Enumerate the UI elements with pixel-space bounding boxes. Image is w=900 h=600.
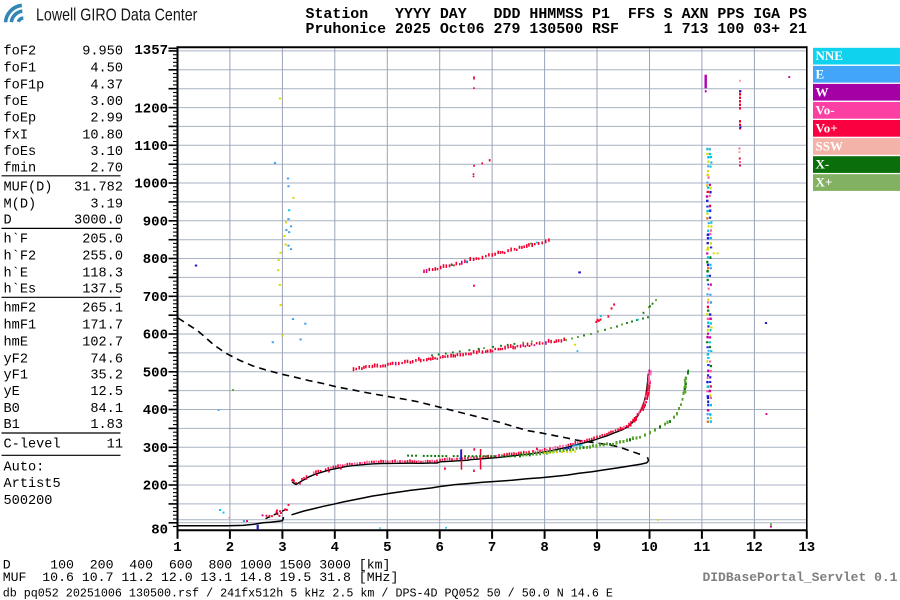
svg-text:84.1: 84.1 (90, 402, 123, 417)
svg-text:13: 13 (798, 540, 815, 556)
svg-text:255.0: 255.0 (82, 250, 123, 265)
svg-text:7: 7 (488, 540, 496, 556)
svg-text:Vo+: Vo+ (816, 120, 838, 135)
svg-text:2: 2 (226, 540, 234, 556)
svg-text:foF1p: foF1p (4, 79, 45, 94)
svg-text:fxI: fxI (4, 128, 28, 143)
svg-text:hmE: hmE (4, 335, 28, 350)
svg-text:900: 900 (143, 215, 168, 231)
svg-text:9.950: 9.950 (82, 45, 123, 60)
svg-text:SSW: SSW (816, 139, 843, 154)
svg-text:1100: 1100 (134, 139, 168, 155)
svg-text:Auto:: Auto: (4, 460, 45, 475)
svg-text:11: 11 (107, 437, 123, 452)
svg-text:Lowell GIRO Data Center: Lowell GIRO Data Center (36, 5, 198, 25)
svg-text:8: 8 (540, 540, 548, 556)
svg-text:D 100 200 400 600 800: D 100 200 400 600 800 1000 1500 3000 [km… (3, 558, 391, 573)
svg-text:yF1: yF1 (4, 368, 28, 383)
svg-text:h`Es: h`Es (4, 283, 37, 298)
svg-text:h`F: h`F (4, 233, 28, 248)
svg-text:11: 11 (693, 540, 710, 556)
svg-text:Station YYYY DAY DDD HHMMS: Station YYYY DAY DDD HHMMSS P1 FFS S AXN… (306, 7, 808, 23)
svg-text:1357: 1357 (134, 43, 168, 59)
svg-text:C-level: C-level (4, 437, 61, 452)
svg-text:265.1: 265.1 (82, 302, 123, 317)
svg-text:fmin: fmin (4, 161, 37, 176)
svg-text:137.5: 137.5 (82, 283, 123, 298)
svg-text:E: E (816, 66, 825, 81)
svg-text:9: 9 (593, 540, 601, 556)
svg-text:171.7: 171.7 (82, 319, 123, 334)
svg-text:4.50: 4.50 (90, 62, 123, 77)
svg-text:600: 600 (143, 328, 168, 344)
svg-text:1: 1 (173, 540, 181, 556)
svg-text:4.37: 4.37 (90, 79, 123, 94)
svg-text:foEp: foEp (4, 112, 37, 127)
svg-text:B0: B0 (4, 402, 20, 417)
svg-text:118.3: 118.3 (82, 266, 123, 281)
svg-text:h`E: h`E (4, 266, 28, 281)
svg-text:1000: 1000 (134, 177, 168, 193)
svg-text:yE: yE (4, 385, 20, 400)
svg-text:300: 300 (143, 441, 168, 457)
svg-text:12.5: 12.5 (90, 385, 123, 400)
svg-text:4: 4 (331, 540, 339, 556)
svg-text:800: 800 (143, 252, 168, 268)
svg-text:2.70: 2.70 (90, 161, 123, 176)
svg-text:200: 200 (143, 479, 168, 495)
svg-text:db pq052 20251006 130500.rsf /: db pq052 20251006 130500.rsf / 241fx512h… (3, 587, 613, 600)
svg-text:MUF(D): MUF(D) (4, 181, 53, 196)
svg-text:foEs: foEs (4, 145, 37, 160)
svg-text:h`F2: h`F2 (4, 250, 37, 265)
svg-text:3: 3 (278, 540, 286, 556)
svg-text:Pruhonice 2025 Oct06 279 13050: Pruhonice 2025 Oct06 279 130500 RSF 1 71… (306, 22, 808, 38)
svg-text:W: W (816, 84, 829, 99)
svg-text:Artist5: Artist5 (4, 477, 61, 492)
svg-text:400: 400 (143, 403, 168, 419)
svg-text:1200: 1200 (134, 101, 168, 117)
svg-text:foF2: foF2 (4, 45, 37, 60)
svg-text:500200: 500200 (4, 494, 53, 509)
svg-text:X+: X+ (816, 175, 833, 190)
svg-text:1.83: 1.83 (90, 418, 123, 433)
svg-text:3.19: 3.19 (90, 197, 123, 212)
svg-text:MUF 10.6 10.7 11.2 12.0 13.1: MUF 10.6 10.7 11.2 12.0 13.1 14.8 19.5 3… (3, 570, 399, 585)
svg-text:80: 80 (151, 522, 168, 538)
svg-text:102.7: 102.7 (82, 335, 123, 350)
svg-text:M(D): M(D) (4, 197, 37, 212)
svg-text:B1: B1 (4, 418, 20, 433)
svg-text:NNE: NNE (816, 48, 843, 63)
svg-text:700: 700 (143, 290, 168, 306)
svg-text:3000.0: 3000.0 (74, 214, 123, 229)
svg-text:74.6: 74.6 (90, 352, 123, 367)
svg-text:2.99: 2.99 (90, 112, 123, 127)
svg-text:12: 12 (746, 540, 763, 556)
svg-text:X-: X- (816, 157, 830, 172)
svg-text:Vo-: Vo- (816, 102, 835, 117)
svg-text:DIDBasePortal_Servlet 0.1: DIDBasePortal_Servlet 0.1 (702, 570, 897, 585)
svg-text:hmF2: hmF2 (4, 302, 37, 317)
svg-text:3.10: 3.10 (90, 145, 123, 160)
svg-text:500: 500 (143, 366, 168, 382)
svg-text:31.782: 31.782 (74, 181, 123, 196)
svg-text:6: 6 (435, 540, 443, 556)
svg-text:foE: foE (4, 95, 28, 110)
svg-text:3.00: 3.00 (90, 95, 123, 110)
svg-text:D: D (4, 214, 12, 229)
svg-text:yF2: yF2 (4, 352, 28, 367)
svg-text:5: 5 (383, 540, 391, 556)
svg-text:10.80: 10.80 (82, 128, 123, 143)
svg-text:hmF1: hmF1 (4, 319, 37, 334)
svg-text:10: 10 (641, 540, 658, 556)
svg-text:205.0: 205.0 (82, 233, 123, 248)
svg-text:35.2: 35.2 (90, 368, 123, 383)
svg-text:foF1: foF1 (4, 62, 37, 77)
